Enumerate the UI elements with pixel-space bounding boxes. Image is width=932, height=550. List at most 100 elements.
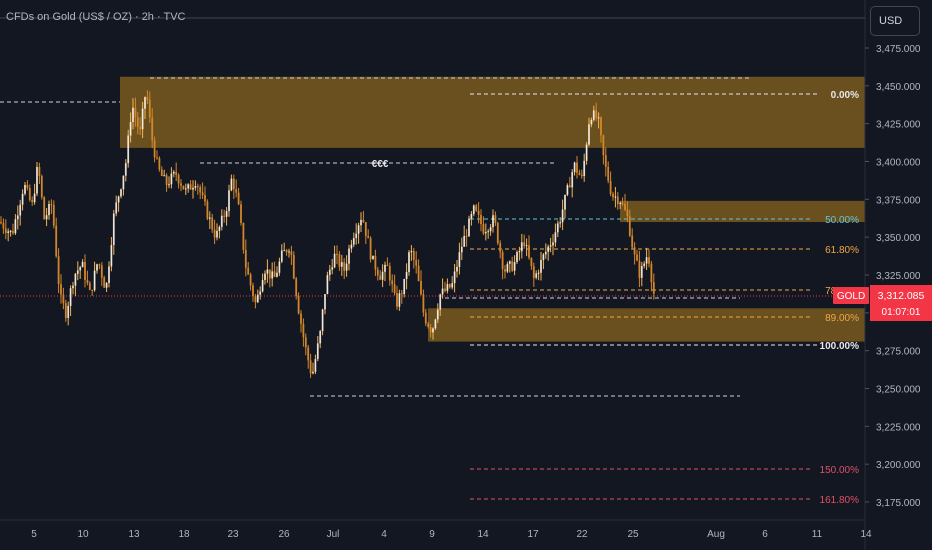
candle-body <box>19 204 22 216</box>
candle-body <box>360 219 362 226</box>
x-tick-label: 6 <box>762 529 768 540</box>
candle-body <box>261 280 264 292</box>
candle-body <box>132 107 134 123</box>
candle-body <box>242 223 245 250</box>
candle-body <box>362 219 365 223</box>
candle-body <box>276 272 278 277</box>
candle-body <box>408 252 410 273</box>
candle-body <box>468 218 470 237</box>
candle-body <box>24 184 26 194</box>
candle-body <box>410 251 413 253</box>
candle-body <box>12 230 14 234</box>
chart-title: CFDs on Gold (US$ / OZ) · 2h · TVC <box>6 11 186 23</box>
candle-body <box>40 175 43 198</box>
candle-body <box>446 284 449 291</box>
symbol-badge-label: GOLD <box>837 291 865 302</box>
candle-body <box>650 263 653 283</box>
candle-body <box>640 265 643 278</box>
candle-body <box>458 252 461 267</box>
candle-body <box>79 267 82 271</box>
candle-body <box>64 303 67 319</box>
candle-body <box>376 269 379 276</box>
candle-body <box>52 205 55 226</box>
candle-body <box>648 257 650 264</box>
candle-body <box>69 288 72 306</box>
candle-body <box>316 343 319 360</box>
candle-body <box>218 226 221 231</box>
candle-body <box>439 294 442 310</box>
candle-body <box>4 228 7 233</box>
candle-body <box>400 293 403 295</box>
candle-body <box>297 295 300 314</box>
zone-rect <box>428 308 865 342</box>
candle-body <box>352 238 355 245</box>
y-tick-label: 3,325.000 <box>876 271 921 282</box>
candle-body <box>429 326 432 333</box>
currency-button[interactable]: USD <box>870 6 920 36</box>
candle-body <box>492 215 494 228</box>
candle-body <box>199 186 202 193</box>
candle-body <box>129 122 132 136</box>
candle-body <box>110 245 113 267</box>
candle-body <box>148 99 151 118</box>
candle-body <box>264 273 266 281</box>
candle-body <box>496 223 499 244</box>
candle-body <box>14 219 17 234</box>
candle-body <box>460 246 463 253</box>
candle-body <box>508 261 511 264</box>
candle-body <box>417 265 420 281</box>
candle-body <box>249 274 252 286</box>
candle-body <box>280 250 283 262</box>
candle-body <box>232 178 235 190</box>
candle-body <box>528 245 530 258</box>
candle-body <box>136 117 139 127</box>
candle-body <box>616 196 619 205</box>
candle-body <box>7 231 10 233</box>
x-tick-label: 14 <box>860 529 872 540</box>
candle-body <box>472 205 475 215</box>
candle-body <box>535 273 538 278</box>
candle-body <box>55 225 58 257</box>
y-tick-label: 3,200.000 <box>876 460 921 471</box>
candle-body <box>595 110 598 119</box>
candle-body <box>48 204 50 216</box>
last-price-badge <box>870 285 932 321</box>
candle-body <box>156 157 158 159</box>
x-tick-label: 5 <box>31 529 37 540</box>
candle-body <box>357 225 360 234</box>
candle-body <box>165 175 168 185</box>
candle-body <box>530 257 533 267</box>
candle-body <box>609 180 612 194</box>
candle-body <box>230 178 233 191</box>
x-tick-label: 4 <box>381 529 387 540</box>
candle-body <box>259 291 262 295</box>
candle-body <box>271 271 274 279</box>
candle-body <box>153 140 156 158</box>
candle-body <box>518 251 521 253</box>
x-tick-label: 22 <box>576 529 588 540</box>
candle-body <box>146 97 149 100</box>
x-tick-label: 18 <box>178 529 190 540</box>
candle-body <box>204 194 206 202</box>
candle-body <box>626 209 629 216</box>
candle-body <box>216 230 218 238</box>
candle-body <box>532 266 535 278</box>
candle-body <box>372 255 374 260</box>
candle-body <box>180 183 182 186</box>
candle-body <box>50 204 53 206</box>
fib-label: 0.00% <box>831 90 859 101</box>
candle-body <box>211 217 214 230</box>
candle-body <box>576 162 578 173</box>
candle-body <box>72 285 74 289</box>
candle-body <box>585 144 588 161</box>
candle-body <box>235 189 238 193</box>
candle-body <box>220 215 223 227</box>
y-tick-label: 3,350.000 <box>876 233 921 244</box>
candle-body <box>628 215 631 236</box>
candle-body <box>525 245 528 247</box>
candle-body <box>432 328 434 333</box>
candle-body <box>631 235 634 248</box>
candle-body <box>84 261 86 280</box>
